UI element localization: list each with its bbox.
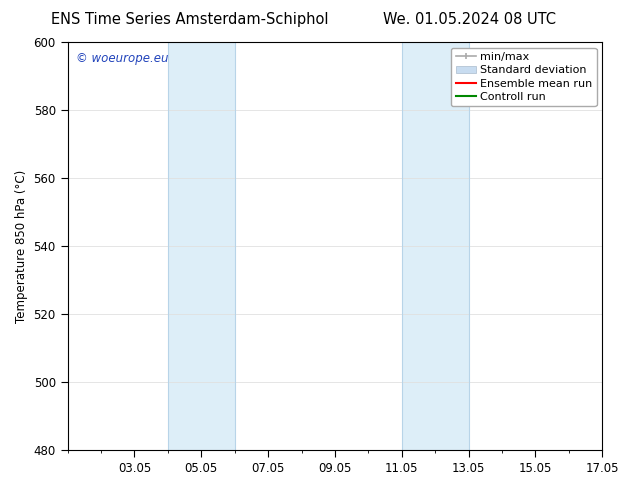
Legend: min/max, Standard deviation, Ensemble mean run, Controll run: min/max, Standard deviation, Ensemble me… — [451, 48, 597, 106]
Text: ENS Time Series Amsterdam-Schiphol: ENS Time Series Amsterdam-Schiphol — [51, 12, 329, 27]
Bar — [402, 42, 469, 450]
Text: © woeurope.eu: © woeurope.eu — [75, 52, 168, 65]
Bar — [168, 42, 235, 450]
Text: We. 01.05.2024 08 UTC: We. 01.05.2024 08 UTC — [383, 12, 555, 27]
Y-axis label: Temperature 850 hPa (°C): Temperature 850 hPa (°C) — [15, 170, 28, 323]
